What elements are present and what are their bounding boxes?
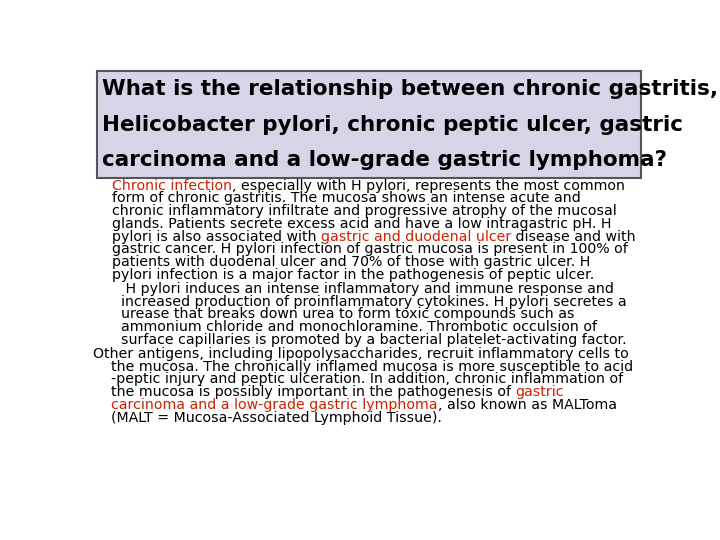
Text: , especially with H pylori, represents the most common: , especially with H pylori, represents t… (232, 179, 625, 193)
Text: disease and with: disease and with (511, 230, 636, 244)
Text: glands. Patients secrete excess acid and have a low intragastric pH. H: glands. Patients secrete excess acid and… (112, 217, 611, 231)
Text: Chronic infection: Chronic infection (112, 179, 232, 193)
Text: chronic inflammatory infiltrate and progressive atrophy of the mucosal: chronic inflammatory infiltrate and prog… (112, 204, 616, 218)
Text: gastric: gastric (516, 385, 564, 399)
Text: carcinoma and a low-grade gastric lymphoma?: carcinoma and a low-grade gastric lympho… (102, 150, 667, 170)
Text: urease that breaks down urea to form toxic compounds such as: urease that breaks down urea to form tox… (121, 307, 575, 321)
Text: pylori is also associated with: pylori is also associated with (112, 230, 321, 244)
Text: carcinoma and a low-grade gastric lymphoma: carcinoma and a low-grade gastric lympho… (93, 398, 438, 412)
Text: (MALT = Mucosa-Associated Lymphoid Tissue).: (MALT = Mucosa-Associated Lymphoid Tissu… (93, 410, 442, 424)
Text: the mucosa. The chronically inflamed mucosa is more susceptible to acid: the mucosa. The chronically inflamed muc… (93, 360, 633, 374)
Text: gastric cancer. H pylori infection of gastric mucosa is present in 100% of: gastric cancer. H pylori infection of ga… (112, 242, 627, 256)
Text: Helicobacter pylori, chronic peptic ulcer, gastric: Helicobacter pylori, chronic peptic ulce… (102, 114, 683, 134)
Text: ammonium chloride and monochloramine. Thrombotic occulsion of: ammonium chloride and monochloramine. Th… (121, 320, 597, 334)
Text: the mucosa is possibly important in the pathogenesis of: the mucosa is possibly important in the … (93, 385, 516, 399)
Text: , also known as MALToma: , also known as MALToma (438, 398, 616, 412)
Text: -peptic injury and peptic ulceration. In addition, chronic inflammation of: -peptic injury and peptic ulceration. In… (93, 373, 624, 387)
Text: pylori infection is a major factor in the pathogenesis of peptic ulcer.: pylori infection is a major factor in th… (112, 268, 594, 282)
Text: gastric and duodenal ulcer: gastric and duodenal ulcer (321, 230, 511, 244)
Text: H pylori induces an intense inflammatory and immune response and: H pylori induces an intense inflammatory… (121, 282, 614, 296)
Text: increased production of proinflammatory cytokines. H pylori secretes a: increased production of proinflammatory … (121, 295, 626, 309)
Text: Other antigens, including lipopolysaccharides, recruit inflammatory cells to: Other antigens, including lipopolysaccha… (93, 347, 629, 361)
Text: form of chronic gastritis. The mucosa shows an intense acute and: form of chronic gastritis. The mucosa sh… (112, 192, 580, 205)
Text: surface capillaries is promoted by a bacterial platelet-activating factor.: surface capillaries is promoted by a bac… (121, 333, 626, 347)
Text: patients with duodenal ulcer and 70% of those with gastric ulcer. H: patients with duodenal ulcer and 70% of … (112, 255, 590, 269)
Text: What is the relationship between chronic gastritis,: What is the relationship between chronic… (102, 79, 719, 99)
FancyBboxPatch shape (96, 71, 642, 178)
